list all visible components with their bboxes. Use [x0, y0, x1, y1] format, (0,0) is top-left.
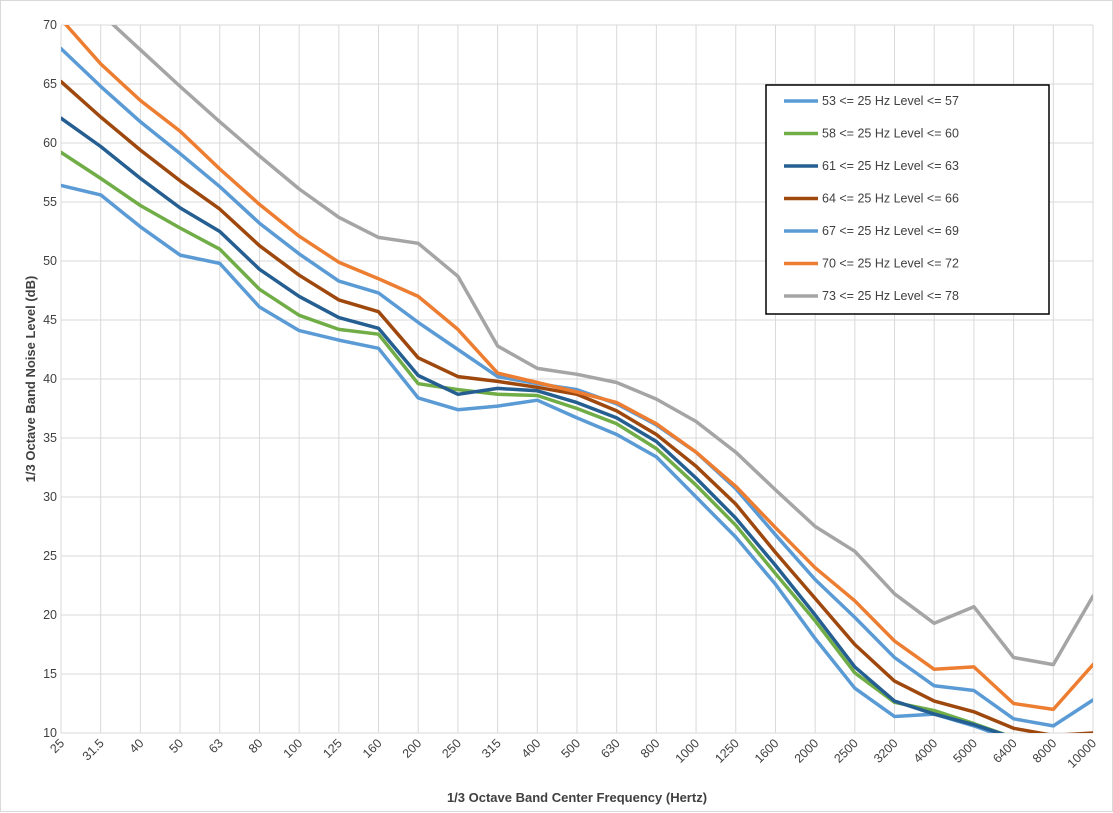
x-tick-label: 4000 — [911, 736, 941, 766]
legend-label-2: 58 <= 25 Hz Level <= 60 — [822, 127, 959, 141]
x-tick-label: 630 — [598, 736, 623, 761]
y-tick-label: 65 — [43, 77, 57, 91]
x-axis-title: 1/3 Octave Band Center Frequency (Hertz) — [447, 790, 707, 805]
y-tick-label: 40 — [43, 372, 57, 386]
y-tick-label: 45 — [43, 313, 57, 327]
y-tick-label: 70 — [43, 18, 57, 32]
x-tick-label: 2000 — [792, 736, 822, 766]
legend-label-5: 67 <= 25 Hz Level <= 69 — [822, 224, 959, 238]
x-tick-label: 40 — [127, 736, 147, 756]
x-tick-label: 400 — [519, 736, 544, 761]
y-tick-label: 35 — [43, 431, 57, 445]
legend-label-3: 61 <= 25 Hz Level <= 63 — [822, 159, 959, 173]
series-line-2 — [61, 150, 1006, 733]
x-tick-label: 5000 — [950, 736, 980, 766]
x-tick-label: 250 — [439, 736, 464, 761]
x-tick-label: 50 — [166, 736, 186, 756]
series-line-5 — [61, 46, 1093, 728]
legend-label-7: 73 <= 25 Hz Level <= 78 — [822, 289, 959, 303]
x-tick-label: 500 — [558, 736, 583, 761]
y-tick-label: 20 — [43, 608, 57, 622]
x-tick-label: 6400 — [990, 736, 1020, 766]
x-tick-label: 100 — [281, 736, 306, 761]
y-tick-label: 60 — [43, 136, 57, 150]
x-axis: 25 31.5 40 50 63 80 100 125 160 200 250 315 400 500 63… — [47, 736, 1099, 771]
legend-label-6: 70 <= 25 Hz Level <= 72 — [822, 257, 959, 271]
x-tick-label: 80 — [246, 736, 266, 756]
x-tick-label: 3200 — [871, 736, 901, 766]
x-tick-label: 160 — [360, 736, 385, 761]
x-tick-label: 200 — [400, 736, 425, 761]
y-tick-label: 55 — [43, 195, 57, 209]
series-line-1 — [61, 183, 999, 733]
x-tick-label: 8000 — [1030, 736, 1060, 766]
series-line-4 — [61, 79, 1093, 733]
x-tick-label: 800 — [638, 736, 663, 761]
y-tick-label: 15 — [43, 667, 57, 681]
x-tick-label: 125 — [320, 736, 345, 761]
x-tick-label: 10000 — [1065, 736, 1100, 771]
x-tick-label: 315 — [479, 736, 504, 761]
y-tick-label: 50 — [43, 254, 57, 268]
x-tick-label: 1000 — [673, 736, 703, 766]
x-tick-label: 2500 — [831, 736, 861, 766]
series-lines — [61, 25, 1093, 733]
x-tick-label: 1250 — [712, 736, 742, 766]
x-tick-label: 63 — [206, 736, 226, 756]
series-line-6 — [63, 25, 1093, 712]
x-tick-label: 31.5 — [80, 736, 107, 763]
y-tick-label: 25 — [43, 549, 57, 563]
series-line-7 — [110, 25, 1093, 667]
series-line-3 — [61, 116, 1005, 733]
y-tick-label: 10 — [43, 726, 57, 740]
legend: 53 <= 25 Hz Level <= 57 58 <= 25 Hz Level… — [765, 84, 1050, 315]
legend-label-4: 64 <= 25 Hz Level <= 66 — [822, 192, 959, 206]
y-axis: 10 15 20 25 30 35 40 45 50 55 60 65 70 — [43, 18, 57, 740]
x-tick-label: 1600 — [752, 736, 782, 766]
y-tick-label: 30 — [43, 490, 57, 504]
legend-label-1: 53 <= 25 Hz Level <= 57 — [822, 94, 959, 108]
y-axis-title: 1/3 Octave Band Noise Level (dB) — [23, 276, 38, 483]
